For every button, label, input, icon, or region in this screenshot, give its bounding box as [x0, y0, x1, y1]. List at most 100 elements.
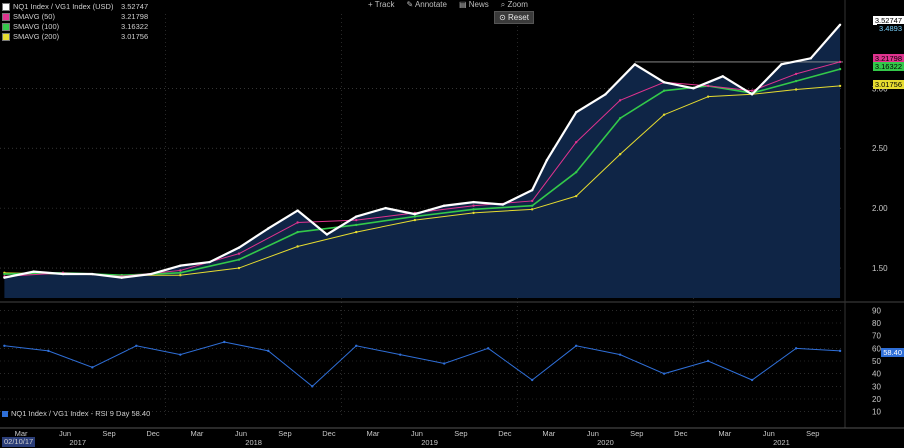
sma200-point — [179, 274, 182, 277]
rsi-legend: NQ1 Index / VG1 Index - RSI 9 Day 58.40 — [2, 409, 150, 418]
rsi-point — [223, 340, 226, 344]
x-tick-month: Mar — [191, 429, 204, 438]
price-point — [413, 212, 417, 216]
price-area — [4, 24, 841, 298]
sma50-point — [179, 269, 182, 272]
sma100-point — [179, 271, 182, 275]
sma200-point — [838, 84, 842, 88]
legend-name: SMAVG (50) — [13, 12, 55, 21]
price-point — [384, 206, 387, 210]
legend-row[interactable]: SMAVG (100) 3.16322 — [2, 22, 158, 32]
x-tick-month: Jun — [59, 429, 71, 438]
sma100-point — [296, 230, 299, 234]
x-tick-month: Sep — [806, 429, 819, 438]
sma50-point — [296, 221, 299, 224]
x-tick-month: Dec — [146, 429, 160, 438]
annotate-button[interactable]: ✎ Annotate — [406, 0, 447, 9]
price-point — [443, 204, 446, 207]
sma100-point — [530, 204, 534, 207]
legend-name: SMAVG (200) — [13, 32, 60, 41]
x-tick-year: 2020 — [597, 438, 614, 447]
rsi-point — [47, 349, 50, 353]
price-point — [545, 158, 549, 162]
sma50-point — [618, 99, 622, 102]
x-tick-month: Mar — [366, 429, 379, 438]
price-point — [662, 81, 666, 84]
x-tick-month: Jun — [763, 429, 775, 438]
x-tick-month: Jun — [587, 429, 599, 438]
y-tick-rsi: 30 — [872, 382, 881, 391]
legend-row[interactable]: SMAVG (50) 3.21798 — [2, 12, 158, 22]
y-tick-rsi: 20 — [872, 395, 881, 404]
sma200-point — [574, 194, 578, 198]
x-tick-year: 2021 — [773, 438, 790, 447]
sma200-tag: 3.01756 — [872, 80, 904, 89]
x-tick-month: Jun — [235, 429, 247, 438]
news-button[interactable]: ▤ News — [458, 0, 489, 9]
sma50-point — [794, 72, 798, 76]
sma200-point — [618, 153, 622, 156]
sma200-point — [472, 211, 475, 215]
sma100-tag: 3.16322 — [872, 62, 904, 71]
price-point — [604, 93, 607, 96]
chart-toolbar: + Track ✎ Annotate ▤ News ⌕ Zoom — [368, 0, 528, 11]
price-point — [809, 57, 812, 60]
rsi-point — [574, 344, 578, 347]
sma50-tag: 3.21798 — [872, 54, 904, 63]
y-tick-rsi: 70 — [872, 332, 881, 341]
reset-button[interactable]: ⊙ Reset — [494, 11, 534, 24]
x-tick-month: Dec — [674, 429, 688, 438]
sma50-point — [838, 60, 842, 64]
sma200-point — [794, 88, 798, 91]
x-tick-month: Mar — [15, 429, 28, 438]
y-tick-rsi: 80 — [872, 319, 881, 328]
rsi-point — [355, 344, 358, 347]
rsi-point — [487, 347, 490, 350]
y-tick-rsi: 10 — [872, 408, 881, 417]
rsi-line — [4, 341, 841, 387]
sma100-point — [237, 258, 241, 261]
sma200-point — [413, 218, 417, 222]
x-tick-month: Dec — [322, 429, 336, 438]
price-point — [838, 23, 842, 26]
x-tick-year: 2019 — [421, 438, 438, 447]
x-tick-month: Sep — [630, 429, 643, 438]
price-line — [4, 24, 841, 279]
price-point — [472, 200, 475, 204]
news-label: News — [468, 0, 489, 9]
price-point — [501, 203, 505, 206]
y-tick-rsi: 90 — [872, 306, 881, 315]
legend-row[interactable]: SMAVG (200) 3.01756 — [2, 32, 158, 42]
zoom-button[interactable]: ⌕ Zoom — [500, 0, 528, 9]
legend-swatch — [2, 3, 10, 11]
last-price-tag: 3.52747 — [872, 16, 904, 25]
rsi-swatch — [2, 410, 8, 417]
price-point — [692, 87, 695, 90]
sma200-point — [662, 113, 666, 116]
price-point — [750, 93, 754, 96]
price-point — [32, 270, 35, 273]
rsi-point — [311, 385, 314, 388]
rsi-point — [530, 378, 534, 382]
price-point — [325, 233, 329, 236]
sma50-point — [706, 84, 710, 88]
legend-row[interactable]: NQ1 Index / VG1 Index (USD) 3.52747 — [2, 2, 158, 12]
sma100-point — [662, 89, 666, 92]
sma50-point — [237, 252, 241, 255]
rsi-tag: 58.40 — [881, 348, 904, 357]
sma200-point — [296, 245, 299, 248]
annotate-label: Annotate — [414, 0, 447, 9]
sma100-point — [838, 67, 842, 71]
legend-value: 3.52747 — [121, 2, 149, 11]
track-label: Track — [374, 0, 395, 9]
sma100-point — [618, 117, 622, 120]
sma50-point — [750, 89, 754, 92]
rsi-point — [3, 344, 6, 347]
price-point — [149, 272, 153, 276]
rsi-point — [794, 347, 798, 350]
price-point — [179, 264, 182, 267]
track-button[interactable]: + Track — [368, 0, 395, 9]
rsi-point — [706, 359, 710, 363]
